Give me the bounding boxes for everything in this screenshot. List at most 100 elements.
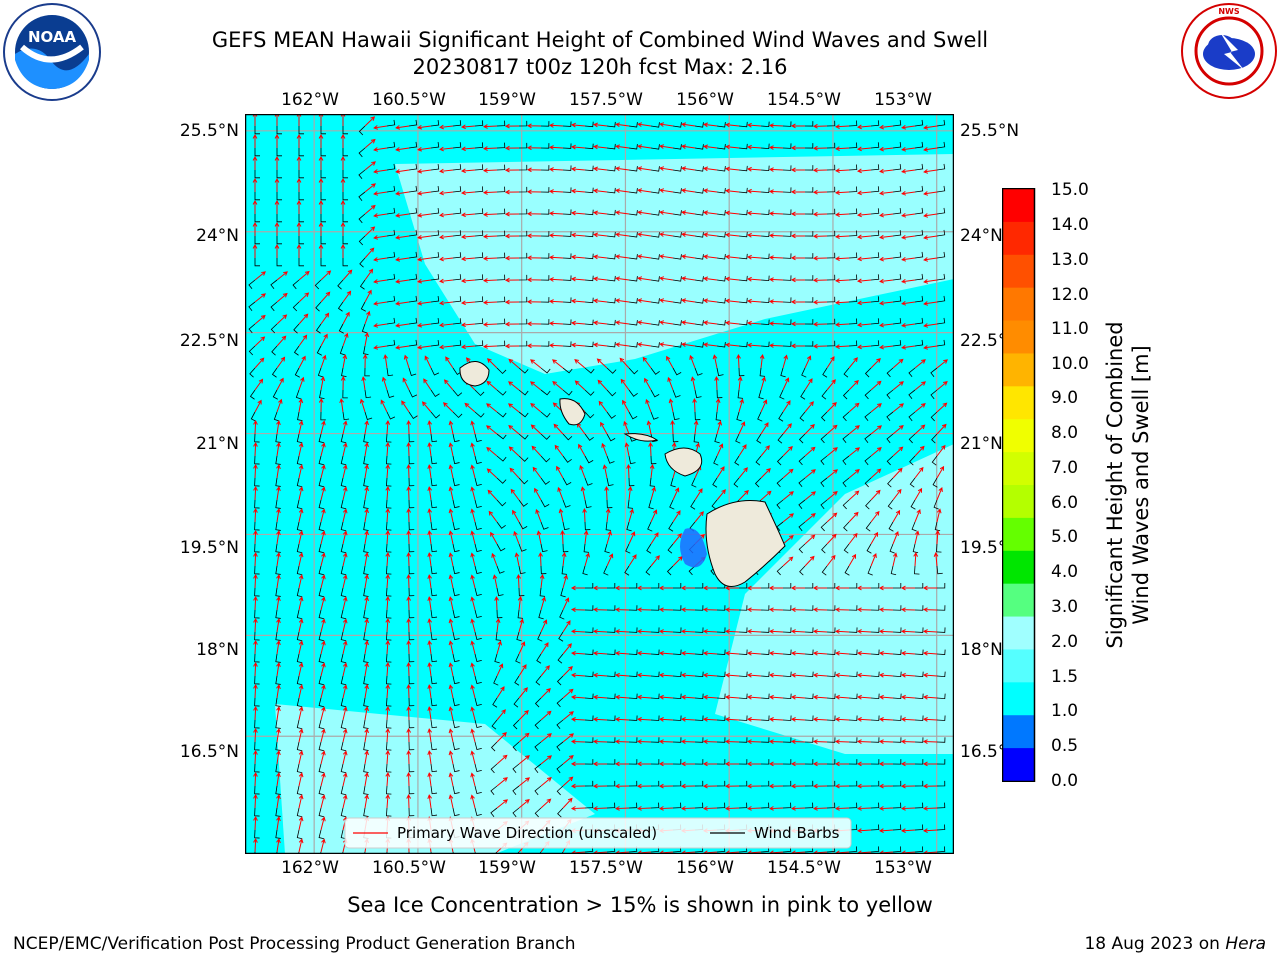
wave-arrow <box>659 122 674 127</box>
wave-arrow <box>570 650 586 656</box>
wave-arrow <box>636 739 652 744</box>
wind-barb <box>821 543 828 554</box>
wind-barb <box>275 609 281 619</box>
wind-barb <box>892 737 902 743</box>
wind-barb <box>672 649 682 655</box>
wind-barb <box>386 295 396 303</box>
wave-arrow <box>276 816 281 831</box>
wave-arrow <box>320 640 326 655</box>
wind-barb <box>892 649 902 655</box>
wind-barb <box>385 477 392 487</box>
wind-barb <box>892 142 902 149</box>
wind-barb <box>886 455 894 466</box>
wind-barb <box>779 389 785 400</box>
wind-barb <box>340 675 347 686</box>
wave-arrow <box>364 116 376 127</box>
wind-barb <box>870 340 880 347</box>
wind-barb <box>474 675 482 685</box>
wave-arrow <box>552 380 564 391</box>
wind-barb <box>430 389 440 398</box>
footer-date: 18 Aug 2023 on Hera <box>1084 934 1266 954</box>
wind-barb <box>452 719 460 729</box>
wave-arrow <box>385 617 391 633</box>
wave-arrow <box>680 650 696 656</box>
wind-barb <box>298 236 304 245</box>
wave-arrow <box>768 255 784 260</box>
wave-arrow <box>518 777 530 787</box>
wind-barb <box>386 251 396 259</box>
wind-barb <box>562 121 572 127</box>
wind-barb <box>408 631 415 641</box>
wave-arrow <box>747 254 762 260</box>
wind-barb <box>584 253 594 260</box>
wind-barb <box>930 411 938 422</box>
wave-arrow <box>790 277 806 283</box>
wave-arrow <box>826 424 838 435</box>
wave-arrow <box>614 717 630 722</box>
wind-barb <box>385 609 392 619</box>
lon-tick-bottom: 156°W <box>676 858 734 878</box>
wave-arrow <box>448 530 454 545</box>
wave-arrow <box>276 292 288 303</box>
lee-calm-zone <box>680 528 707 568</box>
wave-arrow <box>724 607 740 613</box>
wind-barb <box>276 236 282 245</box>
wave-arrow <box>342 618 348 633</box>
wind-barb <box>363 433 369 443</box>
wind-barb <box>408 565 415 575</box>
wave-arrow <box>636 717 652 722</box>
wave-arrow <box>768 343 784 348</box>
wind-barb <box>892 186 902 193</box>
wave-arrow <box>364 508 369 523</box>
wind-barb <box>496 543 506 552</box>
wave-arrow <box>403 354 410 369</box>
wind-barb <box>534 785 542 796</box>
wind-barb <box>870 780 880 787</box>
wave-arrow <box>482 190 498 195</box>
wind-barb <box>759 367 766 377</box>
wave-arrow <box>361 376 366 391</box>
wind-barb <box>826 802 836 809</box>
wave-arrow <box>554 444 564 457</box>
wind-barb <box>606 341 616 348</box>
wave-arrow <box>298 728 304 743</box>
wind-barb <box>474 499 482 509</box>
wave-arrow <box>470 552 476 567</box>
colorbar-tick: 2.0 <box>1051 632 1079 652</box>
wave-arrow <box>276 314 288 325</box>
wave-arrow <box>254 293 266 303</box>
wave-arrow <box>923 213 938 218</box>
wave-arrow <box>768 650 784 656</box>
wind-barb <box>495 631 502 641</box>
wave-arrow <box>760 399 768 413</box>
wind-barb <box>650 605 660 611</box>
wind-barb <box>275 521 281 531</box>
wave-arrow <box>628 554 637 567</box>
wind-barb <box>385 719 392 729</box>
wave-arrow <box>385 661 391 677</box>
wave-arrow <box>747 166 762 172</box>
wave-arrow <box>461 212 476 218</box>
wave-arrow <box>253 661 258 677</box>
wind-barb <box>694 342 704 348</box>
wind-barb <box>672 276 682 282</box>
colorbar-swatch <box>1002 386 1035 420</box>
wave-arrow <box>900 717 916 722</box>
wind-barb <box>318 763 325 774</box>
wind-barb <box>518 164 528 171</box>
wave-arrow <box>448 420 454 435</box>
wave-arrow <box>606 553 614 567</box>
wave-arrow <box>340 221 346 236</box>
wind-barb <box>534 719 542 730</box>
wave-arrow <box>548 123 564 128</box>
wind-barb <box>870 296 880 303</box>
wind-barb <box>826 142 836 149</box>
wind-barb <box>804 693 814 700</box>
wave-arrow <box>834 168 850 173</box>
wind-barb <box>340 741 347 752</box>
lon-tick-bottom: 162°W <box>281 858 339 878</box>
wind-barb <box>540 209 550 215</box>
wind-barb <box>386 119 396 127</box>
wave-arrow <box>395 257 410 262</box>
wave-arrow <box>448 596 454 611</box>
